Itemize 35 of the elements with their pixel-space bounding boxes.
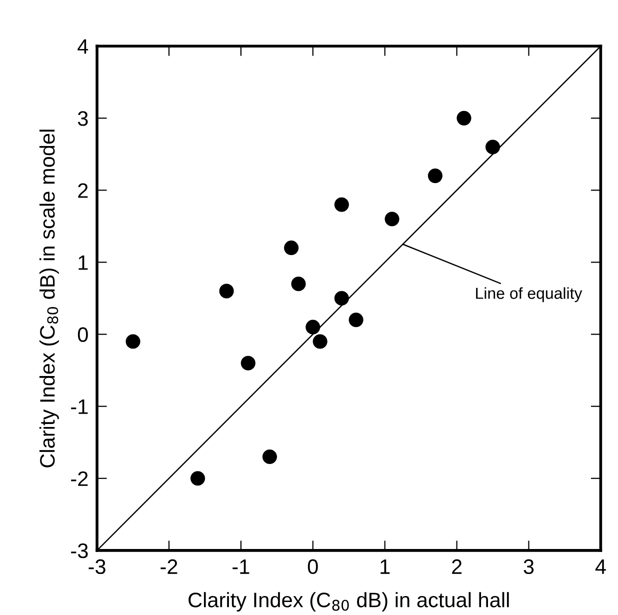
y-tick-label: 3 (78, 111, 88, 126)
y-tick-label: -2 (71, 471, 88, 486)
y-axis-title: Clarity Index (C$_{80}$ dB) in scale model (39, 130, 59, 468)
x-tick-label: -2 (160, 559, 178, 574)
point (348, 312, 364, 328)
point (312, 334, 328, 349)
y-tick-label: 2 (78, 183, 88, 198)
point (428, 168, 442, 184)
x-tick-label: 4 (595, 560, 606, 574)
point (219, 284, 234, 298)
annotation: Line of equality (476, 287, 582, 302)
y-tick-label: 0 (78, 327, 88, 342)
x-tick-label: -3 (88, 559, 106, 574)
x-tick-label: 3 (524, 559, 534, 574)
point (384, 212, 400, 226)
x-tick-label: 1 (380, 560, 390, 574)
point (334, 197, 349, 212)
x-tick-label: -1 (232, 560, 250, 574)
y-tick-label: -3 (71, 543, 88, 558)
y-tick-label: 1 (78, 255, 88, 270)
x-tick-label: 0 (308, 559, 318, 574)
point (485, 140, 500, 154)
x-axis-title: Clarity Index (C$_{80}$ dB) in actual hall (188, 592, 509, 612)
point (126, 334, 140, 349)
point (190, 471, 206, 486)
point (262, 449, 277, 464)
point (334, 290, 349, 306)
point (291, 276, 306, 292)
point (240, 356, 256, 370)
y-tick-label: 4 (78, 39, 88, 54)
x-tick-label: 2 (452, 559, 462, 574)
point (284, 240, 299, 256)
y-tick-label: -1 (71, 400, 88, 414)
point (306, 320, 320, 334)
point (456, 110, 472, 126)
